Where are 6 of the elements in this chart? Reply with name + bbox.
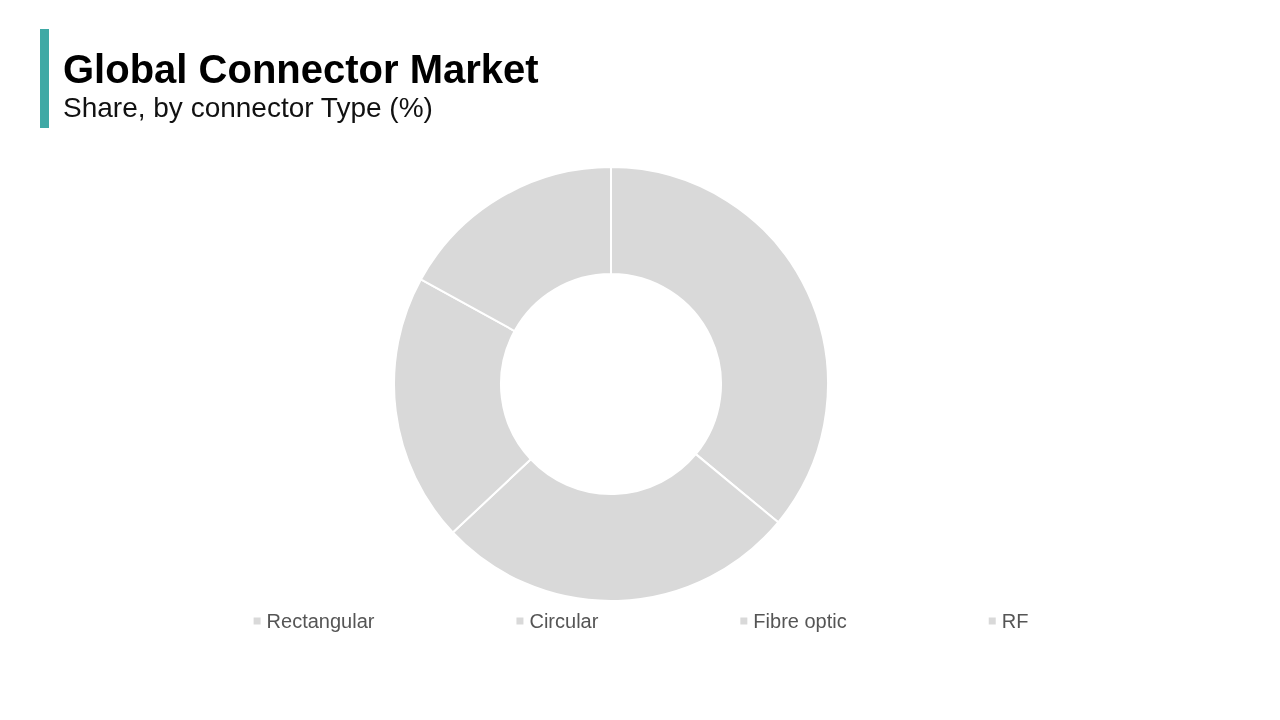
legend-label: Rectangular: [266, 610, 375, 632]
legend-label: RF: [1001, 610, 1029, 632]
legend-label: Circular: [529, 610, 599, 632]
legend-label: Fibre optic: [753, 610, 847, 632]
chart-title: Global Connector Market: [63, 47, 539, 91]
chart-subtitle: Share, by connector Type (%): [63, 91, 433, 123]
